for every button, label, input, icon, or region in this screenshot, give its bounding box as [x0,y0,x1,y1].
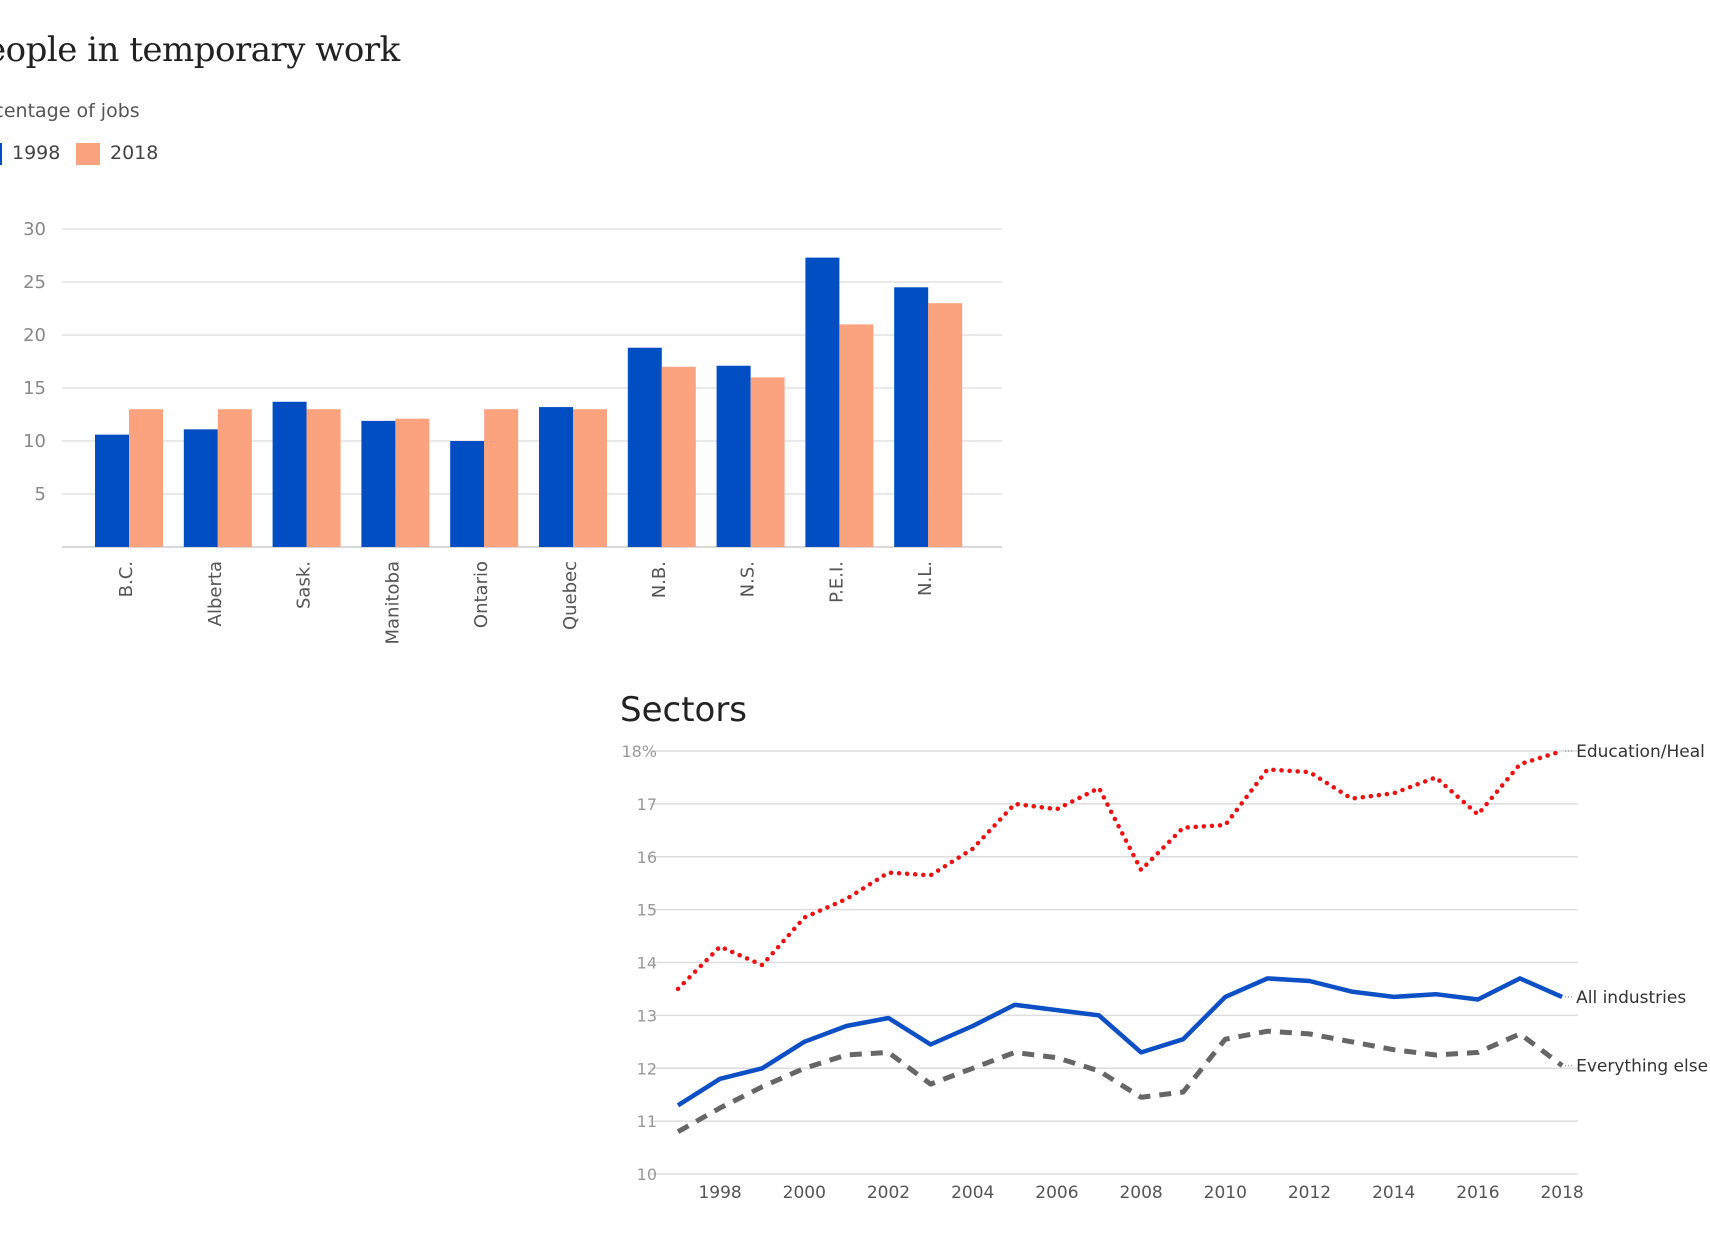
line-series-everything-else [676,1028,1564,1134]
line-x-tick-label: 2016 [1456,1183,1499,1203]
line-y-tick-label: 15 [637,901,657,920]
bar-y-tick-label: 5 [35,484,46,505]
line-x-tick-label: 2008 [1119,1183,1162,1203]
bar-1998-Quebec [539,407,573,547]
bar-category-label: P.E.I. [826,561,847,603]
line-x-tick-label: 2002 [867,1183,910,1203]
line-y-tick-label: 13 [637,1006,657,1025]
bar-2018-P.E.I. [839,324,874,547]
line-y-tick-label: 11 [637,1112,657,1131]
legend-swatch-1998 [0,143,2,165]
bar-2018-N.L. [928,303,963,547]
bar-y-tick-label: 20 [23,325,46,346]
bar-category-label: N.L. [915,561,936,596]
line-x-tick-label: 2004 [951,1183,994,1203]
bar-chart-subtitle: rcentage of jobs [0,100,140,122]
line-x-tick-label: 2006 [1035,1183,1078,1203]
bar-1998-B.C. [95,434,129,547]
line-series-all-industries [676,976,1564,1108]
bar-2018-Sask. [306,409,341,547]
bar-y-tick-label: 10 [23,431,46,452]
bar-1998-Sask. [272,401,307,547]
bar-y-tick-label: 25 [23,272,46,293]
bar-1998-Alberta [183,429,218,547]
line-y-tick-label: 18% [621,742,657,761]
bar-category-label: Ontario [471,561,492,628]
legend-swatch-2018 [76,143,100,165]
bar-2018-N.B. [661,366,696,547]
line-y-tick-label: 12 [637,1059,657,1078]
bar-category-label: B.C. [116,561,137,597]
line-x-tick-label: 2010 [1204,1183,1247,1203]
line-y-tick-label: 10 [637,1165,657,1184]
bar-2018-Ontario [484,409,519,547]
series-label: Everything else [1576,1057,1708,1077]
bar-2018-N.S. [750,377,785,547]
series-label: Education/Heal [1576,742,1705,762]
bar-y-tick-label: 15 [23,378,46,399]
line-x-tick-label: 2014 [1372,1183,1415,1203]
bar-1998-Manitoba [361,420,396,547]
bar-1998-N.L. [894,287,929,547]
bar-category-label: N.B. [649,561,670,598]
line-x-tick-label: 2000 [783,1183,826,1203]
line-x-tick-label: 1998 [698,1183,741,1203]
line-y-tick-label: 16 [637,848,657,867]
bar-2018-B.C. [129,409,163,547]
line-x-tick-label: 2018 [1540,1183,1583,1203]
line-chart-title: Sectors [620,690,748,730]
line-x-tick-label: 2012 [1288,1183,1331,1203]
bar-category-label: Sask. [294,561,315,609]
bar-y-tick-label: 30 [23,219,46,240]
bar-category-label: Quebec [560,561,581,630]
bar-2018-Quebec [573,409,607,547]
bar-chart: 5 10 15 20 25 30 B.C. Alberta Sask. Manitoba Ontar… [23,219,1002,645]
legend-label-2018: 2018 [110,142,159,164]
line-chart: 10 11 12 13 14 15 16 17 18% 1998 2000 2002 2004 2006 2… [621,742,1708,1203]
bar-2018-Alberta [217,409,252,547]
bar-1998-N.B. [627,347,662,547]
bar-category-label: N.S. [738,561,759,597]
bar-1998-N.S. [716,365,751,547]
line-y-tick-label: 17 [637,795,657,814]
series-label: All industries [1576,988,1686,1008]
bar-1998-P.E.I. [805,257,840,547]
bar-chart-title: eople in temporary work [0,30,400,70]
bar-category-label: Alberta [205,561,226,626]
bar-2018-Manitoba [395,418,430,547]
bar-1998-Ontario [450,441,485,547]
line-series-education-heal [675,748,1565,992]
line-y-tick-label: 14 [637,954,657,973]
legend-label-1998: 1998 [12,142,61,164]
bar-category-label: Manitoba [382,561,403,645]
